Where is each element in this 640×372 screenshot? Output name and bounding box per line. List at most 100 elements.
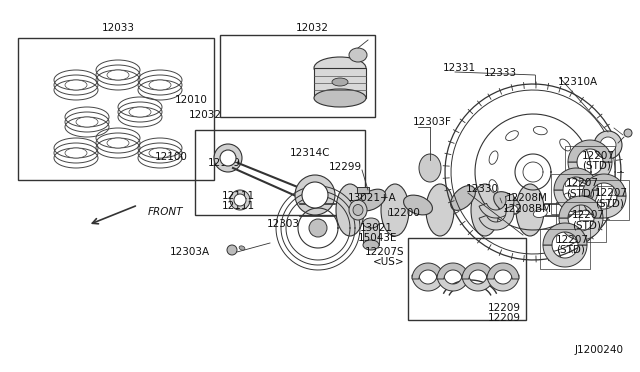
Text: 12207: 12207 [582,151,615,161]
Text: 12207: 12207 [556,235,589,245]
Ellipse shape [533,209,547,218]
Ellipse shape [107,138,129,148]
Text: 12330: 12330 [466,184,499,194]
Ellipse shape [149,148,171,158]
Ellipse shape [336,184,364,236]
Text: 12333: 12333 [484,68,517,78]
Bar [579,180,629,220]
Polygon shape [412,275,444,291]
Polygon shape [479,206,514,230]
Polygon shape [568,140,612,162]
Ellipse shape [363,218,379,228]
Bar [551,174,601,214]
Ellipse shape [65,148,87,158]
Ellipse shape [107,70,129,80]
Text: 12303F: 12303F [413,117,452,127]
Ellipse shape [560,193,571,205]
Text: 12303A: 12303A [170,247,210,257]
Polygon shape [568,162,612,184]
Text: 12299: 12299 [329,162,362,172]
Ellipse shape [363,240,379,250]
Ellipse shape [314,57,366,79]
Bar [565,146,615,186]
Text: 12310A: 12310A [558,77,598,87]
Ellipse shape [353,205,363,215]
Polygon shape [559,218,603,240]
Text: 12100: 12100 [155,152,188,162]
Text: (STD): (STD) [595,198,624,208]
Ellipse shape [471,184,499,236]
Bar [195,130,365,215]
Text: 12207: 12207 [566,178,599,188]
Circle shape [234,194,246,206]
Ellipse shape [493,192,520,214]
Text: 12207S: 12207S [364,247,404,257]
Text: 12303: 12303 [267,219,300,229]
Bar [556,202,606,242]
Text: 12331: 12331 [443,63,476,73]
Bar [314,68,366,98]
Ellipse shape [571,165,579,179]
Polygon shape [543,223,587,245]
Text: 12033: 12033 [102,23,134,33]
Circle shape [220,150,236,166]
Polygon shape [582,174,626,196]
Polygon shape [479,194,514,218]
Circle shape [302,182,328,208]
Text: 12111: 12111 [222,201,255,211]
Ellipse shape [516,184,544,236]
Ellipse shape [506,131,518,141]
Text: (STD): (STD) [566,188,595,198]
Polygon shape [437,263,469,279]
Text: J1200240: J1200240 [575,345,624,355]
Polygon shape [437,275,469,291]
Ellipse shape [533,126,547,135]
Ellipse shape [332,78,348,86]
Text: FRONT: FRONT [148,207,184,217]
Text: 12209: 12209 [488,303,521,313]
Polygon shape [462,263,494,279]
Ellipse shape [600,137,616,153]
Polygon shape [462,275,494,291]
Text: (STD): (STD) [572,220,601,230]
Ellipse shape [358,189,386,211]
Text: 12111: 12111 [222,191,255,201]
Bar [357,187,369,193]
Polygon shape [487,263,519,279]
Ellipse shape [594,131,622,159]
Circle shape [230,190,250,210]
Text: 12200: 12200 [388,208,421,218]
Text: 12010: 12010 [175,95,208,105]
Text: 12032: 12032 [296,23,328,33]
Text: 12208BM: 12208BM [503,204,552,214]
Text: 12209: 12209 [488,313,521,323]
Polygon shape [487,275,519,291]
Text: (STD): (STD) [556,245,585,255]
Polygon shape [554,190,598,212]
Ellipse shape [76,117,98,127]
Ellipse shape [349,48,367,62]
Text: 12314C: 12314C [290,148,330,158]
Ellipse shape [349,200,367,220]
Text: 12208M: 12208M [506,193,548,203]
Text: 12207: 12207 [572,210,605,220]
Polygon shape [412,263,444,279]
Ellipse shape [309,219,327,237]
Bar [18,38,214,180]
Bar [363,223,379,245]
Ellipse shape [381,184,409,236]
Ellipse shape [314,89,366,107]
Ellipse shape [227,245,237,255]
Circle shape [295,175,335,215]
Bar [220,35,375,117]
Text: 12032: 12032 [189,110,222,120]
Text: 12207: 12207 [595,188,628,198]
Text: 15043E: 15043E [358,233,397,243]
Text: 13021: 13021 [360,223,393,233]
Ellipse shape [489,180,498,193]
Ellipse shape [239,246,245,250]
Text: (STD): (STD) [582,161,611,171]
Bar [540,229,590,269]
Ellipse shape [624,129,632,137]
Text: 13021+A: 13021+A [348,193,397,203]
